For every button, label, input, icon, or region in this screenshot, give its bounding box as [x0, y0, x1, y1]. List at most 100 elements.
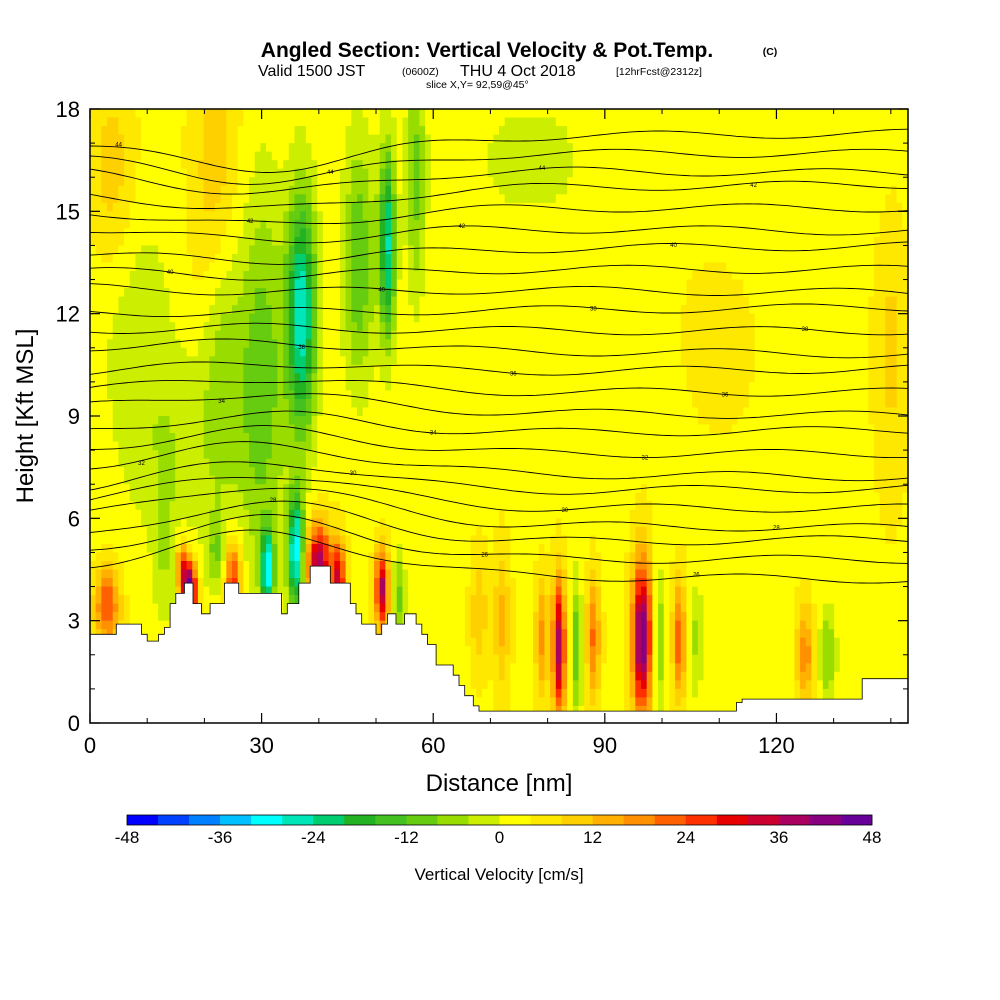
velocity-cell	[339, 356, 347, 366]
velocity-cell	[425, 339, 432, 349]
velocity-cell	[436, 211, 443, 221]
velocity-cell	[226, 126, 233, 136]
velocity-cell	[266, 126, 273, 136]
velocity-cell	[385, 364, 392, 374]
velocity-cell	[464, 612, 472, 622]
velocity-cell	[175, 373, 182, 383]
velocity-cell	[107, 330, 114, 340]
velocity-cell	[192, 569, 199, 579]
velocity-cell	[197, 424, 205, 434]
velocity-cell	[339, 177, 347, 187]
velocity-cell	[345, 177, 352, 187]
velocity-cell	[101, 339, 108, 349]
velocity-cell	[408, 330, 415, 340]
velocity-cell	[470, 416, 477, 426]
velocity-cell	[368, 296, 375, 306]
velocity-cell	[254, 245, 262, 255]
velocity-cell	[339, 569, 347, 579]
velocity-cell	[362, 441, 369, 451]
velocity-cell	[197, 134, 205, 144]
velocity-cell	[294, 509, 301, 519]
velocity-cell	[453, 134, 460, 144]
velocity-cell	[356, 245, 364, 255]
velocity-cell	[163, 143, 171, 153]
velocity-cell	[175, 407, 182, 417]
velocity-cell	[402, 168, 409, 178]
velocity-cell	[158, 211, 165, 221]
velocity-cell	[220, 134, 227, 144]
velocity-cell	[243, 109, 250, 119]
velocity-cell	[436, 177, 443, 187]
velocity-cell	[322, 245, 330, 255]
velocity-cell	[192, 586, 199, 596]
velocity-cell	[163, 458, 171, 468]
velocity-cell	[186, 211, 193, 221]
velocity-cell	[129, 467, 137, 477]
velocity-cell	[271, 535, 279, 545]
velocity-cell	[146, 134, 154, 144]
velocity-cell	[442, 390, 449, 400]
velocity-cell	[464, 347, 472, 357]
velocity-cell	[351, 347, 358, 357]
velocity-cell	[385, 109, 392, 119]
velocity-cell	[351, 467, 358, 477]
velocity-cell	[152, 322, 159, 332]
velocity-cell	[266, 271, 273, 281]
velocity-cell	[112, 279, 119, 289]
velocity-cell	[266, 253, 273, 264]
velocity-cell	[481, 271, 489, 281]
velocity-cell	[294, 398, 301, 409]
chart-title: Angled Section: Vertical Velocity & Pot.…	[261, 39, 713, 62]
velocity-cell	[430, 262, 438, 272]
velocity-cell	[214, 543, 222, 554]
velocity-cell	[180, 219, 188, 229]
velocity-cell	[339, 492, 347, 502]
velocity-cell	[425, 424, 432, 434]
velocity-cell	[254, 126, 262, 136]
velocity-cell	[311, 458, 318, 468]
velocity-cell	[277, 501, 284, 511]
velocity-cell	[186, 552, 193, 562]
velocity-cell	[436, 569, 443, 579]
velocity-cell	[135, 330, 142, 340]
velocity-cell	[322, 347, 330, 357]
velocity-cell	[379, 475, 386, 485]
velocity-cell	[436, 185, 443, 195]
velocity-cell	[464, 629, 472, 639]
velocity-cell	[442, 253, 449, 264]
velocity-cell	[351, 151, 358, 161]
velocity-cell	[368, 356, 375, 366]
velocity-cell	[385, 160, 392, 170]
velocity-cell	[107, 416, 114, 426]
velocity-cell	[300, 339, 307, 349]
velocity-cell	[124, 586, 131, 596]
velocity-cell	[425, 296, 432, 306]
velocity-cell	[169, 467, 176, 477]
velocity-cell	[288, 322, 296, 332]
velocity-cell	[334, 117, 341, 127]
velocity-cell	[192, 177, 199, 187]
velocity-cell	[243, 253, 250, 264]
velocity-cell	[328, 211, 335, 221]
velocity-cell	[249, 134, 256, 144]
velocity-cell	[203, 373, 210, 383]
velocity-cell	[419, 194, 426, 204]
velocity-cell	[476, 620, 483, 630]
velocity-cell	[124, 407, 131, 417]
velocity-cell	[328, 526, 335, 536]
velocity-cell	[249, 219, 256, 229]
velocity-cell	[322, 305, 330, 315]
velocity-cell	[470, 253, 477, 264]
velocity-cell	[129, 586, 137, 596]
velocity-cell	[260, 450, 267, 460]
velocity-cell	[169, 313, 176, 323]
velocity-cell	[402, 219, 409, 229]
velocity-cell	[186, 194, 193, 204]
velocity-cell	[249, 373, 256, 383]
velocity-cell	[158, 322, 165, 332]
velocity-cell	[214, 535, 222, 545]
velocity-cell	[277, 194, 284, 204]
velocity-cell	[260, 586, 267, 596]
velocity-cell	[379, 168, 386, 178]
velocity-cell	[158, 109, 165, 119]
